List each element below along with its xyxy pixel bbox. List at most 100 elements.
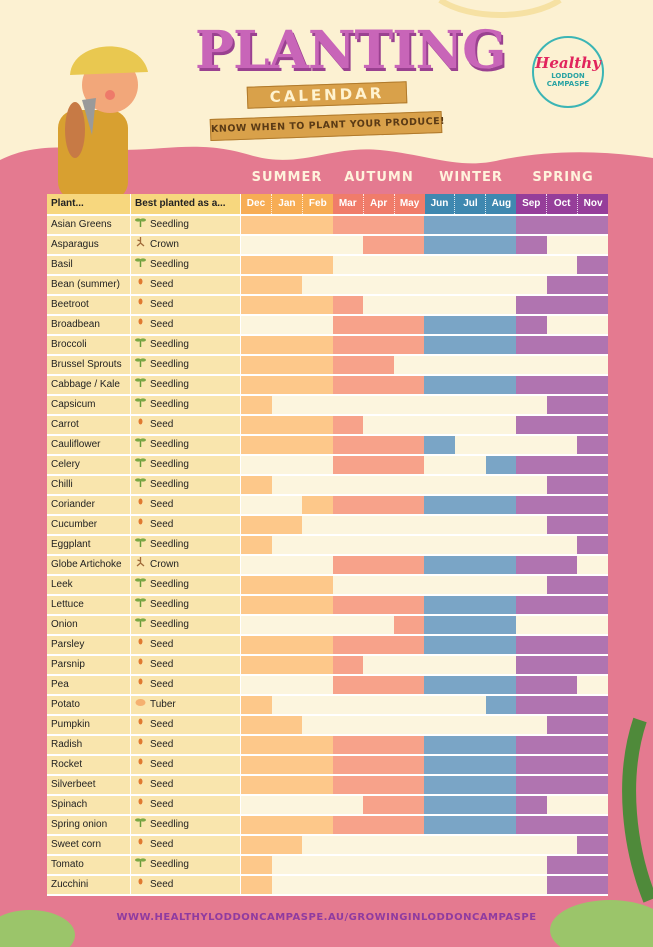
- planting-bar-nov: [577, 776, 608, 794]
- planting-bar-jul: [455, 676, 486, 694]
- planting-bar-nov: [577, 336, 608, 354]
- empty-cell-feb: [302, 236, 333, 254]
- planting-bar-jan: [271, 816, 303, 834]
- planting-bar-nov: [577, 876, 608, 894]
- empty-cell-sep: [516, 396, 547, 414]
- empty-cell-jan: [271, 476, 303, 494]
- poster-title: PLANTING: [195, 20, 506, 81]
- empty-cell-jul: [455, 476, 486, 494]
- planting-type-label: Seedling: [150, 579, 189, 590]
- table-row: Carrot Seed: [47, 416, 608, 436]
- planting-bar-may: [393, 636, 425, 654]
- planting-bar-sep: [516, 316, 547, 334]
- planting-bar-dec: [241, 416, 272, 434]
- empty-cell-feb: [302, 536, 333, 554]
- empty-cell-apr: [363, 516, 394, 534]
- empty-cell-may: [393, 696, 425, 714]
- planting-bar-aug: [485, 796, 517, 814]
- planting-bar-jan: [271, 656, 303, 674]
- planting-bar-oct: [546, 776, 578, 794]
- planting-bar-jul: [455, 316, 486, 334]
- planting-type: Seed: [131, 276, 241, 294]
- planting-bar-aug: [485, 236, 517, 254]
- planting-bar-may: [393, 816, 425, 834]
- empty-cell-aug: [485, 856, 517, 874]
- planting-bar-jul: [455, 376, 486, 394]
- planting-bar-jan: [271, 276, 303, 294]
- planting-type-label: Seedling: [150, 599, 189, 610]
- planting-bar-nov: [577, 536, 608, 554]
- month-header-aug: Aug: [485, 194, 517, 214]
- empty-cell-sep: [516, 536, 547, 554]
- table-row: Leek Seedling: [47, 576, 608, 596]
- empty-cell-apr: [363, 616, 394, 634]
- planting-type-label: Seedling: [150, 379, 189, 390]
- planting-bar-aug: [485, 676, 517, 694]
- table-row: Sweet corn Seed: [47, 836, 608, 856]
- empty-cell-aug: [485, 396, 517, 414]
- planting-bar-apr: [363, 356, 394, 374]
- season-label-spring: SPRING: [532, 170, 594, 185]
- planting-bar-nov: [577, 696, 608, 714]
- empty-cell-jun: [424, 456, 456, 474]
- planting-bar-nov: [577, 496, 608, 514]
- planting-bar-sep: [516, 596, 547, 614]
- planting-bar-jun: [424, 216, 456, 234]
- planting-bar-dec: [241, 636, 272, 654]
- planting-bar-jan: [271, 756, 303, 774]
- empty-cell-feb: [302, 316, 333, 334]
- planting-bar-may: [393, 316, 425, 334]
- empty-cell-jul: [455, 396, 486, 414]
- table-row: Globe Artichoke Crown: [47, 556, 608, 576]
- empty-cell-jun: [424, 516, 456, 534]
- empty-cell-apr: [363, 716, 394, 734]
- planting-bar-jun: [424, 736, 456, 754]
- empty-cell-mar: [332, 856, 364, 874]
- month-header-sep: Sep: [516, 194, 547, 214]
- empty-cell-sep: [516, 476, 547, 494]
- tuber-icon: [135, 696, 146, 714]
- planting-bar-nov: [577, 856, 608, 874]
- season-label-summer: SUMMER: [251, 170, 323, 185]
- empty-cell-feb: [302, 516, 333, 534]
- planting-bar-dec: [241, 736, 272, 754]
- planting-bar-mar: [332, 756, 364, 774]
- planting-bar-may: [393, 796, 425, 814]
- planting-bar-dec: [241, 876, 272, 894]
- planting-bar-jan: [271, 516, 303, 534]
- planting-type-label: Seed: [150, 779, 174, 790]
- planting-bar-jun: [424, 676, 456, 694]
- planting-bar-jan: [271, 836, 303, 854]
- planting-type: Seed: [131, 316, 241, 334]
- planting-type-label: Seedling: [150, 339, 189, 350]
- plant-name: Silverbeet: [47, 776, 131, 794]
- planting-bar-oct: [546, 276, 578, 294]
- empty-cell-sep: [516, 716, 547, 734]
- plant-name: Carrot: [47, 416, 131, 434]
- planting-type-label: Seedling: [150, 399, 189, 410]
- planting-bar-aug: [485, 316, 517, 334]
- empty-cell-sep: [516, 836, 547, 854]
- empty-cell-may: [393, 356, 425, 374]
- table-row: Asian Greens Seedling: [47, 216, 608, 236]
- empty-cell-nov: [577, 676, 608, 694]
- planting-bar-dec: [241, 436, 272, 454]
- empty-cell-aug: [485, 516, 517, 534]
- empty-cell-nov: [577, 796, 608, 814]
- empty-cell-jun: [424, 836, 456, 854]
- table-row: Basil Seedling: [47, 256, 608, 276]
- planting-bar-may: [393, 776, 425, 794]
- empty-cell-apr: [363, 276, 394, 294]
- planting-bar-jan: [271, 356, 303, 374]
- empty-cell-jun: [424, 416, 456, 434]
- empty-cell-feb: [302, 276, 333, 294]
- planting-bar-apr: [363, 556, 394, 574]
- footer-url[interactable]: WWW.HEALTHYLODDONCAMPASPE.AU/GROWINGINLO…: [116, 912, 537, 923]
- plant-name: Pea: [47, 676, 131, 694]
- planting-bar-aug: [485, 376, 517, 394]
- planting-type: Seed: [131, 716, 241, 734]
- empty-cell-jan: [271, 616, 303, 634]
- planting-bar-sep: [516, 456, 547, 474]
- planting-bar-jul: [455, 796, 486, 814]
- empty-cell-jun: [424, 576, 456, 594]
